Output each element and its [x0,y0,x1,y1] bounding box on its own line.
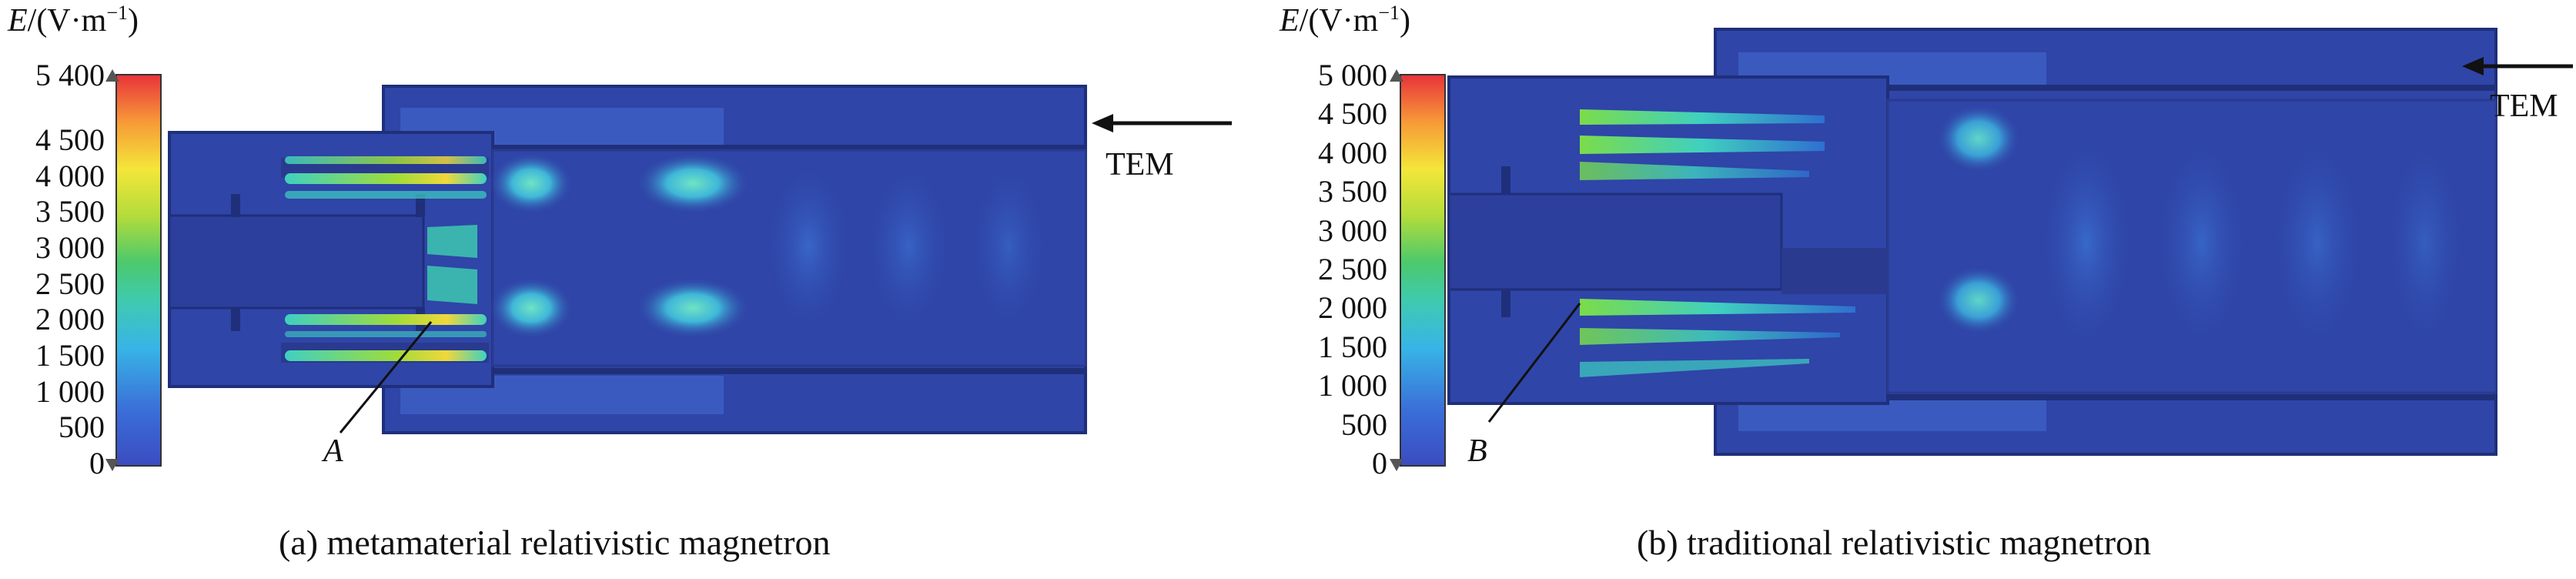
caption: (b) traditional relativistic magnetron [1637,523,2152,562]
colorbar-tick: 4 000 [35,158,105,193]
port-label: TEM [2490,89,2558,124]
colorbar [1400,74,1446,467]
colorbar-tick: 3 000 [35,230,105,265]
colorbar-tick: 1 000 [1318,368,1387,403]
colorbar-tick: 5 000 [1318,58,1387,92]
colorbar-tick: 2 000 [35,302,105,337]
field-plot [168,85,1232,434]
colorbar-max-marker [105,69,119,82]
colorbar-tick: 4 500 [1318,96,1387,132]
colorbar-tick: 4 000 [1318,135,1387,170]
marker-label: B [1467,433,1487,469]
colorbar-tick: 500 [1341,407,1387,442]
marker-label: A [323,433,343,469]
port-label: TEM [1106,147,1174,182]
caption: (a) metamaterial relativistic magnetron [279,523,831,562]
unit-label: E/(V·m−1) [8,2,139,38]
field-plot [1447,28,2573,456]
colorbar-min-marker [1390,459,1403,471]
colorbar-tick: 4 500 [35,122,105,157]
colorbar-tick: 1 500 [1318,329,1387,364]
colorbar-min-marker [105,459,119,471]
colorbar-tick: 0 [89,446,105,480]
colorbar-tick: 5 400 [35,58,105,92]
colorbar-tick: 3 500 [35,194,105,229]
colorbar-tick: 2 500 [1318,252,1387,286]
colorbar-max-marker [1390,69,1403,82]
colorbar-tick: 3 000 [1318,213,1387,248]
colorbar-tick: 500 [59,410,105,445]
panel-b: E/(V·m−1) 5 000 4 500 4 000 3 500 3 000 2 500… [1270,0,2576,579]
unit-label: E/(V·m−1) [1280,2,1410,38]
colorbar-tick: 1 000 [35,373,105,409]
panel-a: E/(V·m−1) 5 400 4 500 4 000 3 500 3 000 2 500… [0,0,1270,579]
colorbar-tick: 2 500 [35,266,105,301]
colorbar-tick: 1 500 [35,338,105,373]
colorbar [115,74,162,467]
colorbar-tick: 3 500 [1318,174,1387,209]
colorbar-tick: 0 [1372,446,1387,480]
colorbar-tick: 2 000 [1318,290,1387,326]
